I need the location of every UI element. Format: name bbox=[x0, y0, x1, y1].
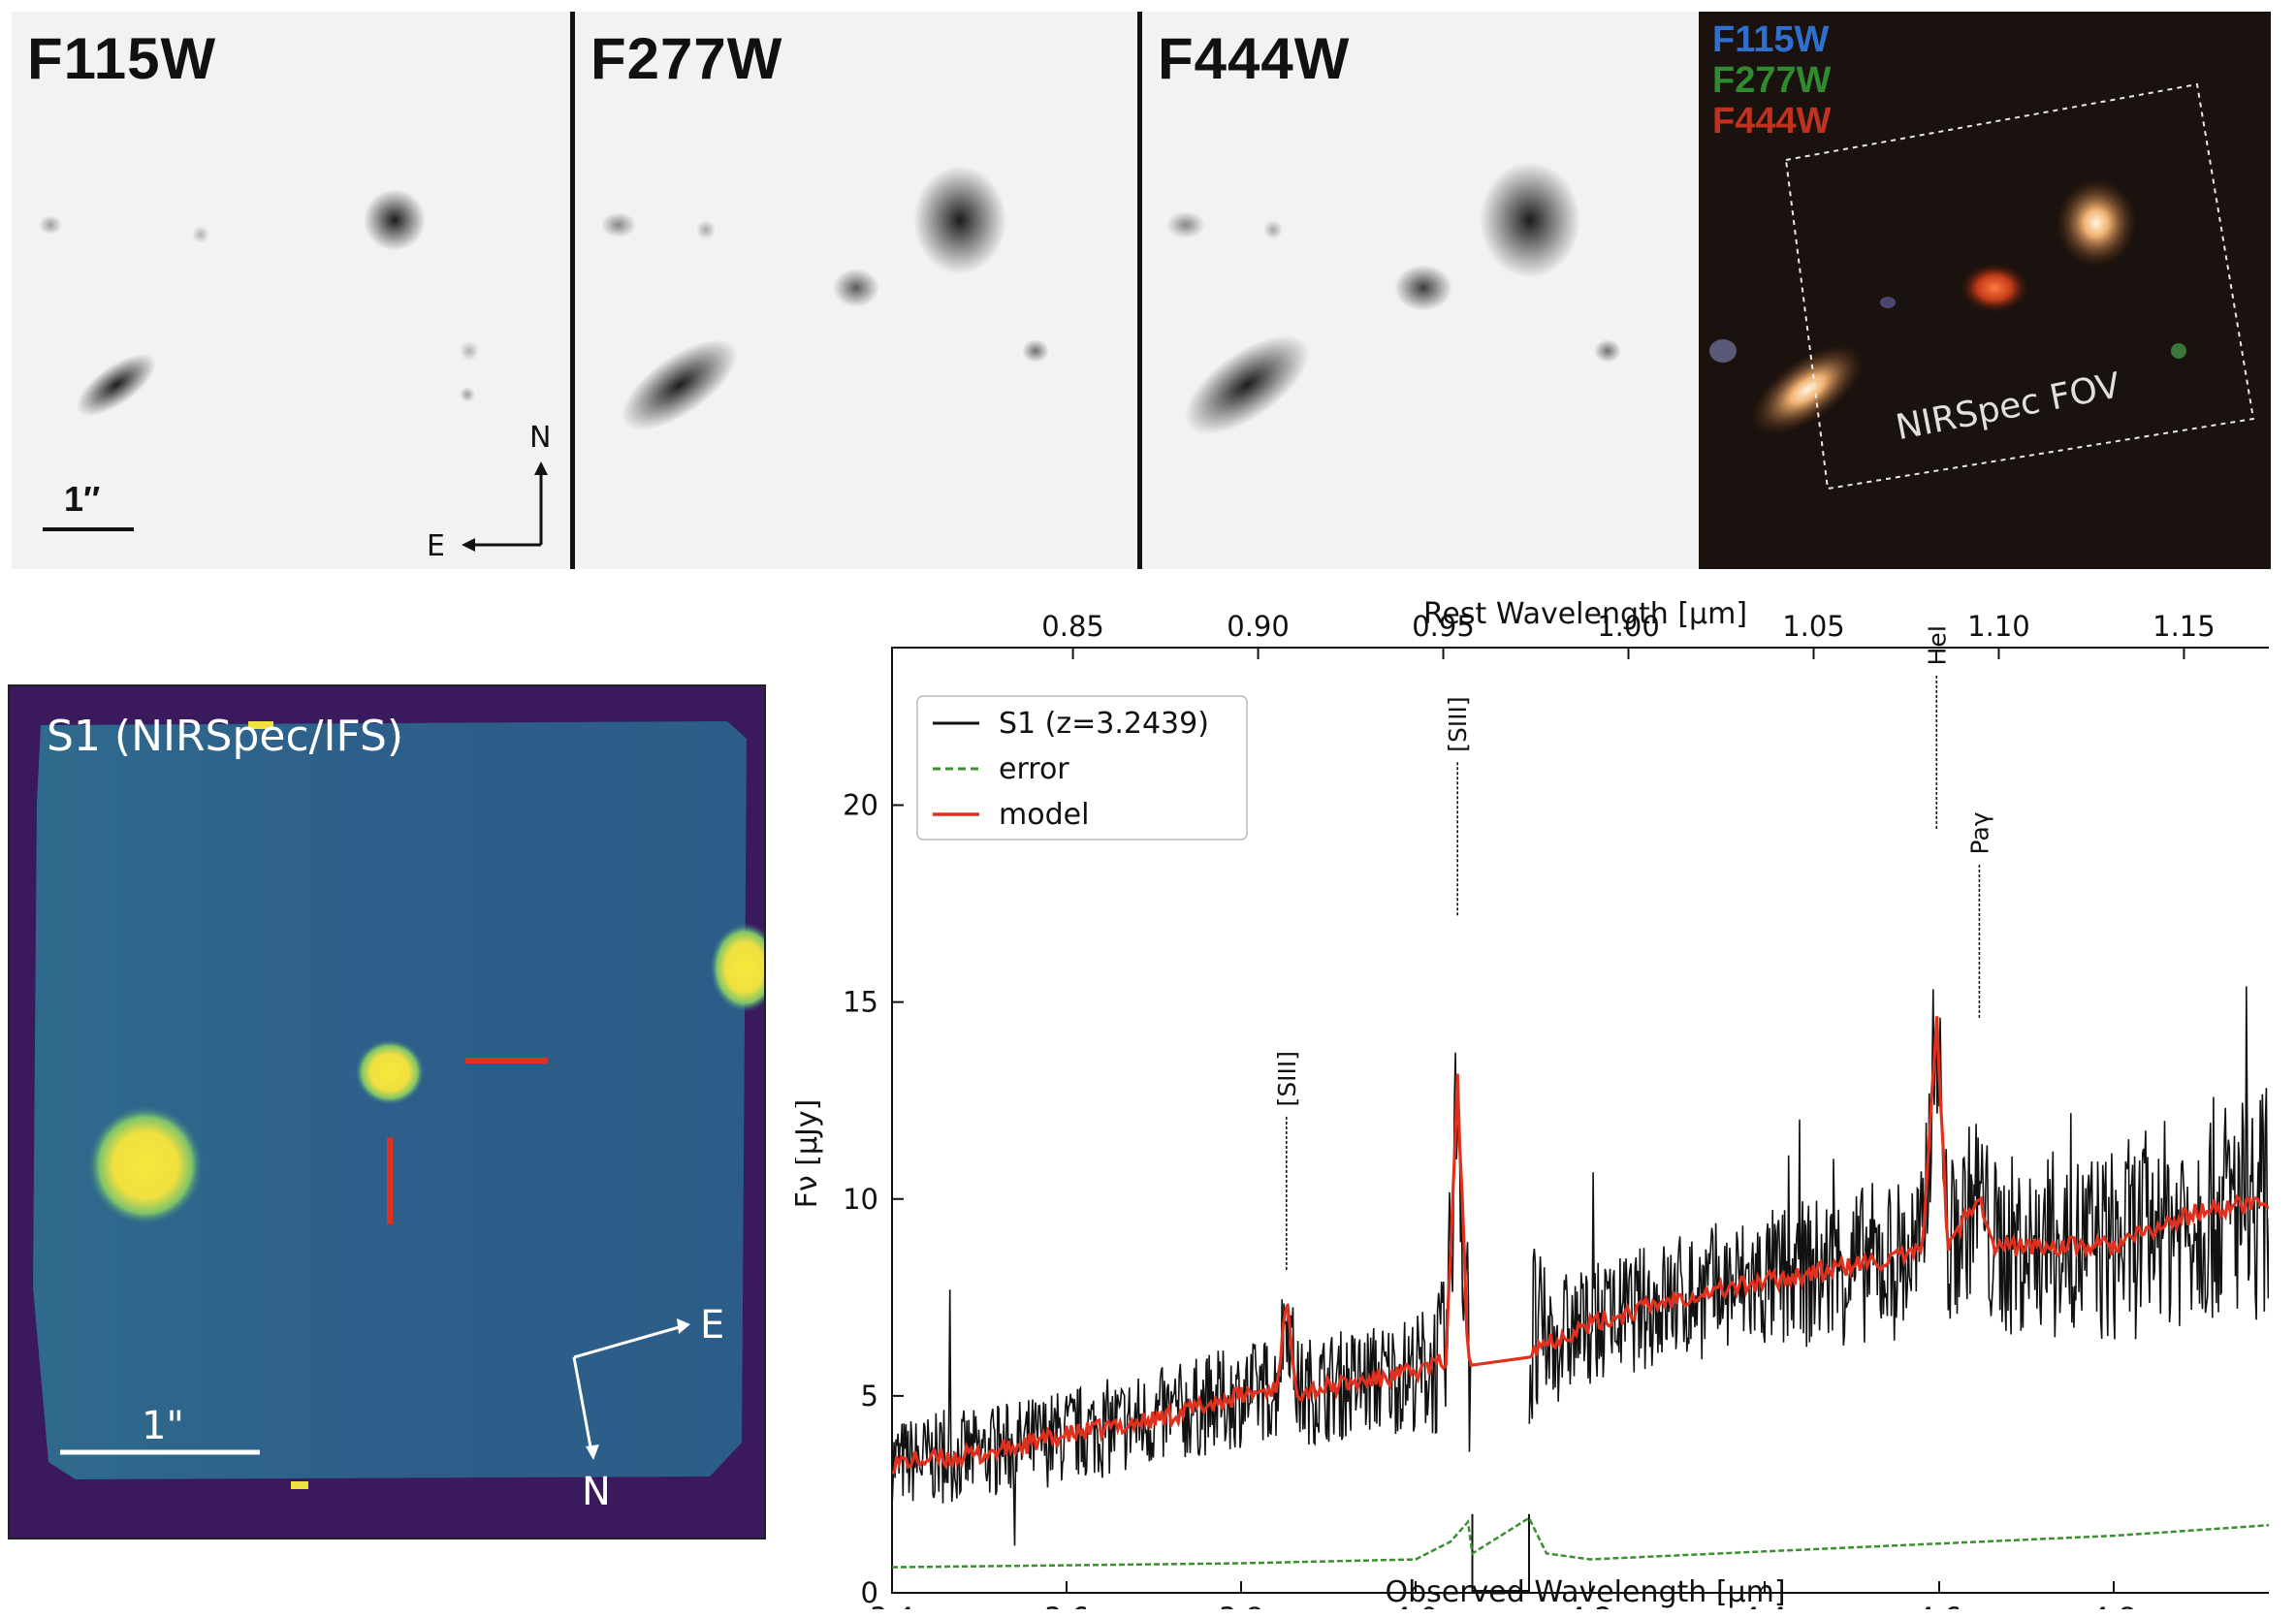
y-tick-label: 0 bbox=[861, 1576, 878, 1609]
north-arrow bbox=[572, 1356, 593, 1453]
source-blob bbox=[87, 1105, 204, 1225]
panel-f115w: F115W 1′′ N E bbox=[12, 12, 572, 569]
series-model bbox=[891, 1016, 2269, 1475]
filter-label-f444w: F444W bbox=[1158, 26, 1351, 91]
source-blob bbox=[1480, 162, 1580, 278]
x-tick-label: 4.6 bbox=[1917, 1602, 1961, 1609]
spectrum-chart: 3.4 3.6 3.8 4.0 4.2 4.4 4.6 4.8 5.0 0 5 10 15 20 0.8… bbox=[795, 597, 2269, 1609]
filter-label-f115w: F115W bbox=[27, 26, 217, 91]
nirspec-fov-box bbox=[1784, 82, 2255, 491]
x-tick-label: 3.4 bbox=[870, 1602, 914, 1609]
line-label: [SIII] bbox=[1444, 696, 1472, 752]
x2-tick-label: 0.95 bbox=[1412, 610, 1475, 643]
panel-separator bbox=[570, 12, 575, 569]
panel-f444w: F444W bbox=[1142, 12, 1699, 569]
x-tick-label: 4.8 bbox=[2091, 1602, 2136, 1609]
panel-separator bbox=[1137, 12, 1142, 569]
scale-label: 1′′ bbox=[64, 479, 101, 519]
ifs-image bbox=[33, 721, 764, 1489]
x-tick-label: 4.4 bbox=[1742, 1602, 1787, 1609]
source-blob bbox=[77, 353, 156, 417]
source-blob-s1 bbox=[1960, 263, 2029, 313]
line-label: [SIII] bbox=[1273, 1051, 1301, 1107]
compass-n-label: N bbox=[529, 421, 552, 455]
y-axis-label: Fν [μJy] bbox=[795, 1099, 824, 1209]
filter-label-f277w: F277W bbox=[590, 26, 783, 91]
x-axis-label: Observed Wavelength [μm] bbox=[1385, 1575, 1785, 1609]
east-arrow bbox=[573, 1324, 684, 1359]
source-blob bbox=[364, 189, 426, 251]
x2-tick-label: 1.15 bbox=[2152, 610, 2216, 643]
y-tick-label: 5 bbox=[861, 1380, 878, 1413]
source-blob bbox=[1184, 334, 1310, 435]
panel-rgb-composite: F115W F277W F444W NIRSpec FOV bbox=[1699, 12, 2271, 569]
source-blob bbox=[2056, 178, 2137, 268]
legend: S1 (z=3.2439) error model bbox=[916, 695, 1248, 841]
x-tick-label: 3.6 bbox=[1044, 1602, 1089, 1609]
rgb-filter-label-blue: F115W bbox=[1712, 19, 1830, 60]
x2-tick-label: 0.90 bbox=[1227, 610, 1290, 643]
series-error bbox=[891, 1516, 2269, 1569]
x2-axis-label: Rest Wavelength [μm] bbox=[1423, 597, 1747, 631]
y-tick-label: 20 bbox=[843, 789, 878, 822]
rgb-image bbox=[1709, 82, 2255, 491]
rgb-filter-label-red: F444W bbox=[1712, 101, 1832, 142]
legend-label-error: error bbox=[999, 752, 1069, 786]
f115w-image bbox=[39, 189, 548, 552]
ifs-scale-label: 1" bbox=[142, 1404, 184, 1448]
panel-f277w: F277W bbox=[575, 12, 1139, 569]
x-tick-label: 4.2 bbox=[1568, 1602, 1612, 1609]
source-blob bbox=[622, 338, 738, 431]
x-tick-label: 3.8 bbox=[1219, 1602, 1263, 1609]
legend-label-data: S1 (z=3.2439) bbox=[999, 707, 1209, 741]
compass-e-label: E bbox=[427, 529, 445, 563]
ifs-title: S1 (NIRSpec/IFS) bbox=[47, 712, 404, 761]
source-blob bbox=[710, 923, 764, 1012]
ifs-compass-n-label: N bbox=[582, 1470, 611, 1514]
x2-tick-label: 1.05 bbox=[1782, 610, 1845, 643]
line-label: HeI bbox=[1923, 625, 1951, 666]
panel-ifs: S1 (NIRSpec/IFS) 1" E N bbox=[8, 684, 766, 1540]
source-blob-s1 bbox=[355, 1039, 425, 1105]
f444w-image bbox=[1166, 162, 1621, 435]
series-data-s1 bbox=[891, 986, 2269, 1546]
ifs-compass-e-label: E bbox=[700, 1303, 725, 1348]
x2-tick-label: 1.00 bbox=[1597, 610, 1660, 643]
x-tick-label: 5.0 bbox=[2266, 1602, 2269, 1609]
y-tick-label: 10 bbox=[843, 1183, 878, 1216]
y-tick-label: 15 bbox=[843, 986, 878, 1019]
rgb-filter-label-green: F277W bbox=[1712, 60, 1832, 101]
line-label: Paγ bbox=[1965, 811, 1993, 854]
source-blob bbox=[1750, 344, 1865, 435]
source-blob bbox=[913, 166, 1006, 274]
x2-tick-label: 0.85 bbox=[1041, 610, 1104, 643]
x2-tick-label: 1.10 bbox=[1967, 610, 2030, 643]
x-tick-label: 4.0 bbox=[1393, 1602, 1438, 1609]
f277w-image bbox=[601, 166, 1049, 431]
legend-label-model: model bbox=[999, 798, 1089, 832]
